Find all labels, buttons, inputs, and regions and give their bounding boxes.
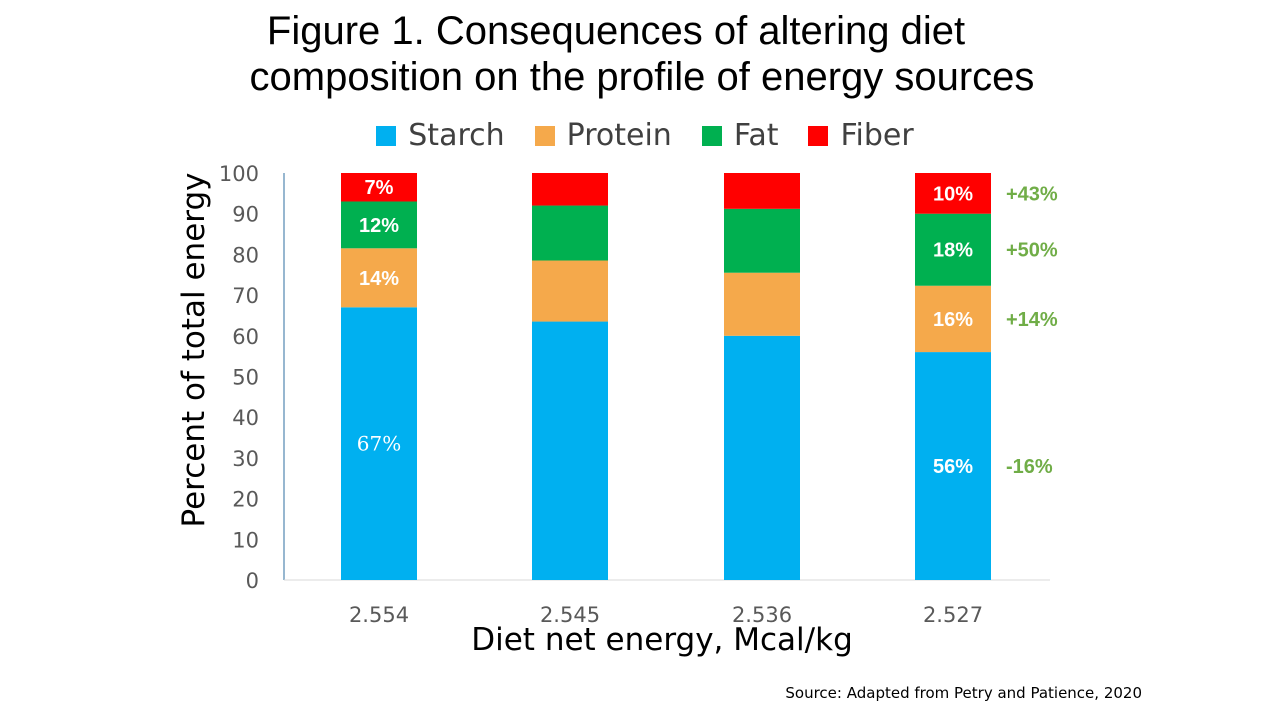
data-label-fiber-2-554: 7% — [365, 177, 394, 199]
legend-label-fat: Fat — [733, 118, 779, 153]
x-tick-label: 2.545 — [540, 603, 600, 627]
legend-item-fiber: Fiber — [808, 118, 914, 153]
data-label-protein-2-527: 16% — [933, 309, 973, 331]
legend-label-starch: Starch — [408, 118, 505, 153]
legend-swatch-starch — [376, 125, 397, 146]
legend-swatch-fat — [701, 125, 722, 146]
y-tick-label: 40 — [232, 406, 259, 430]
bar-fat-2-554 — [341, 201, 417, 249]
bar-fat-2-527 — [915, 213, 991, 286]
x-tick-label: 2.536 — [732, 603, 792, 627]
legend-item-starch: Starch — [376, 118, 505, 153]
y-tick-label: 70 — [232, 284, 259, 308]
bar-starch-2-554 — [341, 307, 417, 580]
y-tick-label: 30 — [232, 447, 259, 471]
chart-legend: Starch Protein Fat Fiber — [0, 118, 1280, 153]
bar-protein-2-554 — [341, 248, 417, 308]
bar-protein-2-536 — [724, 272, 800, 336]
bar-protein-2-527 — [915, 285, 991, 353]
y-tick-label: 100 — [219, 162, 259, 186]
chart-title-line-2: composition on the profile of energy sou… — [249, 55, 1035, 99]
y-tick-label: 50 — [232, 366, 259, 390]
legend-label-fiber: Fiber — [840, 118, 914, 153]
data-label-fat-2-527: 18% — [933, 240, 973, 262]
change-annotation-fiber: +43% — [1006, 183, 1058, 205]
legend-item-fat: Fat — [701, 118, 779, 153]
y-axis-label: Percent of total energy — [176, 173, 212, 528]
y-tick-label: 60 — [232, 325, 259, 349]
bar-fiber-2-545 — [532, 173, 608, 206]
y-tick-label: 10 — [232, 528, 259, 552]
x-tick-label: 2.554 — [349, 603, 409, 627]
data-label-fiber-2-527: 10% — [933, 183, 973, 205]
legend-label-protein: Protein — [566, 118, 672, 153]
bar-starch-2-527 — [915, 352, 991, 580]
change-annotation-starch: -16% — [1006, 456, 1053, 478]
bar-protein-2-545 — [532, 260, 608, 322]
chart-title-line-1: Figure 1. Consequences of altering diet — [266, 9, 966, 53]
change-annotation-fat: +50% — [1006, 240, 1058, 262]
y-tick-label: 0 — [246, 569, 259, 593]
y-tick-label: 80 — [232, 243, 259, 267]
data-label-fat-2-554: 12% — [359, 215, 399, 237]
data-label-starch-2-527: 56% — [933, 456, 973, 478]
legend-swatch-protein — [534, 125, 555, 146]
change-annotation-protein: +14% — [1006, 309, 1058, 331]
bar-fiber-2-527 — [915, 173, 991, 214]
chart-title: Figure 1. Consequences of altering diet … — [0, 8, 1280, 100]
bar-fiber-2-554 — [341, 173, 417, 202]
bar-starch-2-545 — [532, 321, 608, 580]
x-tick-label: 2.527 — [923, 603, 983, 627]
legend-swatch-fiber — [808, 125, 829, 146]
y-tick-label: 20 — [232, 488, 259, 512]
x-axis-label: Diet net energy, Mcal/kg — [471, 622, 853, 658]
bar-fiber-2-536 — [724, 173, 800, 209]
data-label-starch-2-554: 67% — [357, 432, 401, 456]
data-label-protein-2-554: 14% — [359, 268, 399, 290]
bar-fat-2-545 — [532, 205, 608, 261]
bar-fat-2-536 — [724, 208, 800, 273]
bar-starch-2-536 — [724, 335, 800, 580]
legend-item-protein: Protein — [534, 118, 672, 153]
y-tick-label: 90 — [232, 203, 259, 227]
source-note: Source: Adapted from Petry and Patience,… — [785, 684, 1142, 702]
